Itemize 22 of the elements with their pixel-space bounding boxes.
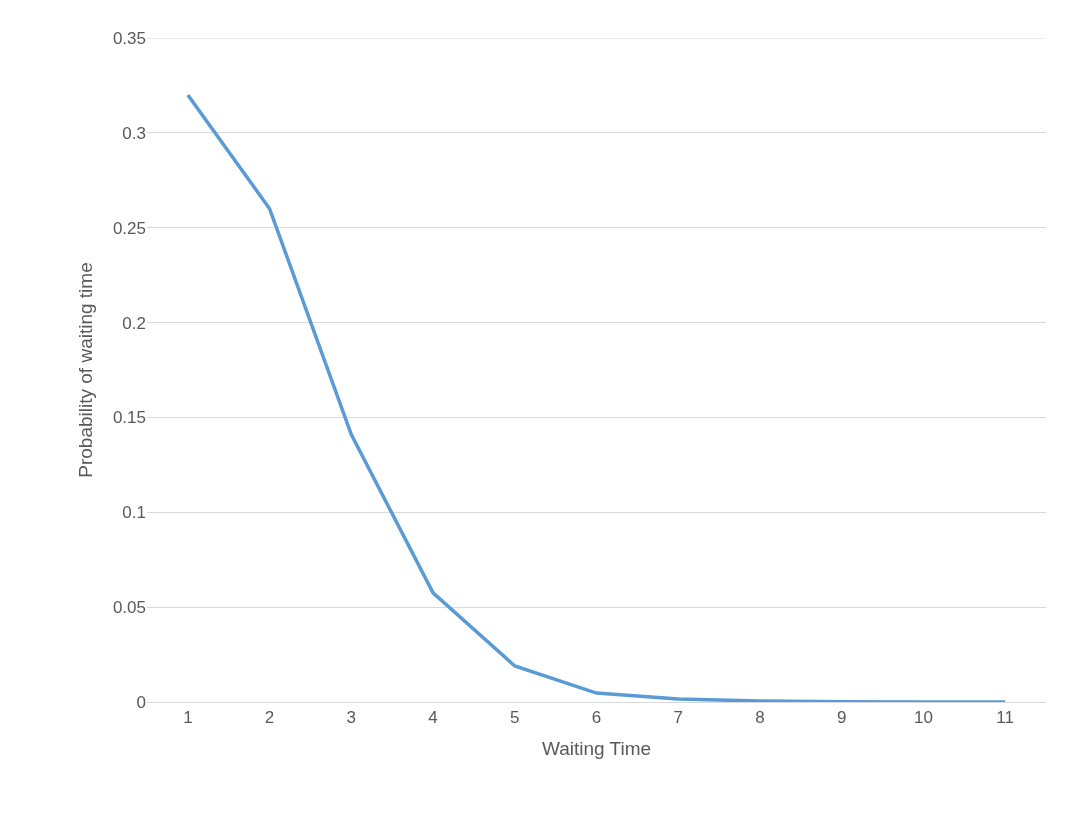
x-tick-label: 9: [836, 708, 847, 728]
y-tick-label: 0.35: [112, 28, 146, 48]
line-series: [186, 93, 1007, 702]
x-tick-label: 7: [673, 708, 683, 728]
x-tick-label: 11: [996, 708, 1014, 728]
x-tick-label: 1: [183, 708, 193, 728]
y-tick-label: 0.2: [122, 313, 146, 333]
x-tick-label: 4: [428, 708, 438, 728]
y-tick-label: 0.15: [112, 408, 146, 428]
x-tick-label: 2: [264, 708, 275, 728]
y-tick-label: 0: [136, 692, 146, 712]
y-axis-title: Probability of waiting time: [74, 262, 96, 478]
x-tick-label: 10: [913, 708, 933, 728]
x-tick-label: 8: [755, 708, 765, 728]
y-tick-label: 0.05: [112, 598, 146, 618]
x-tick-label: 3: [346, 708, 357, 728]
y-tick-label: 0.25: [112, 218, 146, 238]
y-tick-label: 0.3: [122, 123, 146, 143]
x-tick-label: 5: [510, 708, 520, 728]
x-tick-label: 6: [591, 708, 602, 728]
y-tick-label: 0.1: [122, 503, 146, 523]
x-axis-title: Waiting Time: [541, 738, 652, 760]
